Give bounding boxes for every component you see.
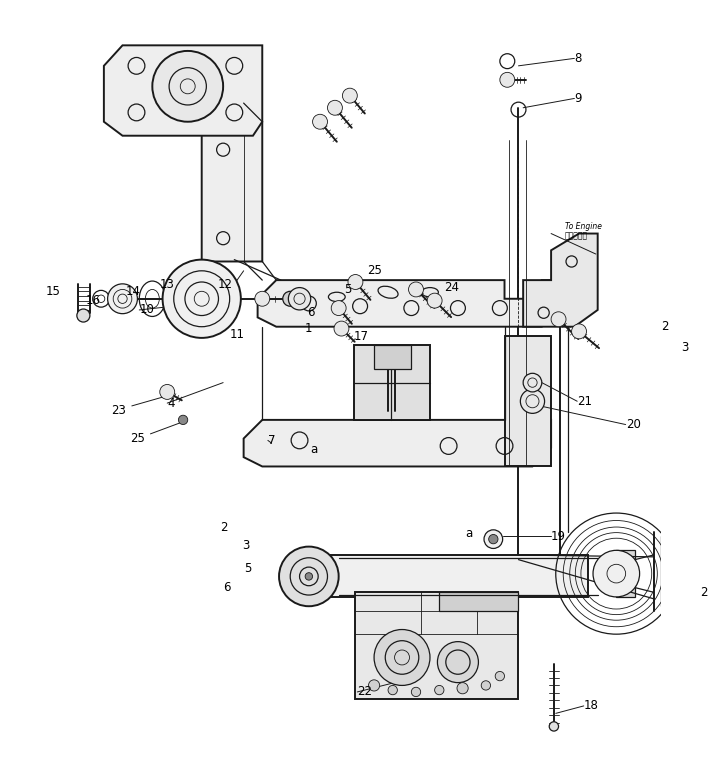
Circle shape — [343, 88, 358, 103]
Text: 17: 17 — [353, 329, 369, 343]
Text: 14: 14 — [125, 285, 140, 298]
Text: 1: 1 — [304, 322, 312, 335]
Polygon shape — [258, 280, 574, 327]
Polygon shape — [505, 336, 551, 467]
Polygon shape — [290, 555, 588, 597]
Text: 21: 21 — [577, 395, 592, 407]
Text: 19: 19 — [551, 530, 566, 543]
Text: 4: 4 — [167, 396, 175, 410]
Circle shape — [348, 274, 363, 289]
Circle shape — [411, 687, 421, 697]
Text: エンジンへ: エンジンへ — [565, 231, 588, 240]
Text: To Engine: To Engine — [565, 221, 602, 231]
Circle shape — [108, 284, 137, 314]
Text: 15: 15 — [46, 285, 61, 298]
Text: 3: 3 — [682, 341, 689, 353]
Circle shape — [334, 321, 349, 336]
Circle shape — [374, 630, 430, 685]
Text: 18: 18 — [583, 699, 598, 712]
Circle shape — [152, 51, 223, 122]
Circle shape — [549, 722, 559, 731]
Text: 5: 5 — [244, 562, 251, 576]
Text: 12: 12 — [217, 278, 232, 291]
Text: 20: 20 — [626, 418, 641, 431]
Text: 13: 13 — [160, 278, 175, 291]
Text: 16: 16 — [85, 294, 101, 307]
Text: 8: 8 — [574, 52, 582, 65]
Circle shape — [489, 534, 498, 543]
Circle shape — [388, 685, 397, 694]
Text: 22: 22 — [358, 686, 372, 698]
Circle shape — [328, 100, 343, 115]
Circle shape — [305, 572, 312, 580]
Polygon shape — [523, 234, 598, 327]
Text: 6: 6 — [307, 307, 314, 319]
Circle shape — [77, 309, 90, 322]
Circle shape — [331, 300, 346, 315]
Circle shape — [282, 292, 297, 307]
Polygon shape — [617, 551, 635, 597]
Circle shape — [495, 672, 505, 681]
Circle shape — [457, 683, 468, 694]
Circle shape — [409, 282, 423, 297]
Circle shape — [481, 681, 491, 690]
Text: 25: 25 — [130, 432, 145, 445]
Circle shape — [255, 292, 270, 307]
Circle shape — [520, 389, 544, 414]
Circle shape — [163, 260, 241, 338]
Text: 26: 26 — [700, 586, 708, 599]
Circle shape — [484, 530, 503, 548]
Text: 2: 2 — [661, 320, 668, 333]
Circle shape — [571, 324, 586, 339]
Circle shape — [500, 73, 515, 88]
Text: 24: 24 — [444, 281, 459, 294]
Text: 9: 9 — [574, 92, 582, 105]
Polygon shape — [353, 346, 430, 420]
Polygon shape — [374, 346, 411, 368]
Text: 5: 5 — [344, 283, 352, 296]
Text: 2: 2 — [220, 521, 228, 533]
Circle shape — [438, 641, 479, 683]
Circle shape — [523, 373, 542, 392]
Circle shape — [368, 680, 379, 691]
Text: 6: 6 — [223, 581, 231, 594]
Circle shape — [160, 385, 175, 400]
Circle shape — [435, 685, 444, 694]
Circle shape — [178, 415, 188, 425]
Polygon shape — [104, 45, 262, 136]
Text: a: a — [465, 527, 473, 540]
Circle shape — [593, 551, 639, 597]
Text: a: a — [311, 443, 318, 456]
Circle shape — [551, 312, 566, 327]
Polygon shape — [355, 592, 518, 699]
Text: 3: 3 — [241, 539, 249, 552]
Text: 7: 7 — [268, 434, 275, 447]
Polygon shape — [202, 103, 262, 261]
Text: 25: 25 — [367, 264, 382, 278]
Text: 23: 23 — [111, 404, 126, 417]
Polygon shape — [439, 592, 518, 611]
Circle shape — [288, 288, 311, 310]
Polygon shape — [244, 420, 551, 467]
Circle shape — [312, 114, 328, 129]
Circle shape — [427, 293, 442, 308]
Circle shape — [279, 547, 338, 606]
Text: 11: 11 — [229, 328, 245, 341]
Text: 10: 10 — [139, 303, 154, 317]
